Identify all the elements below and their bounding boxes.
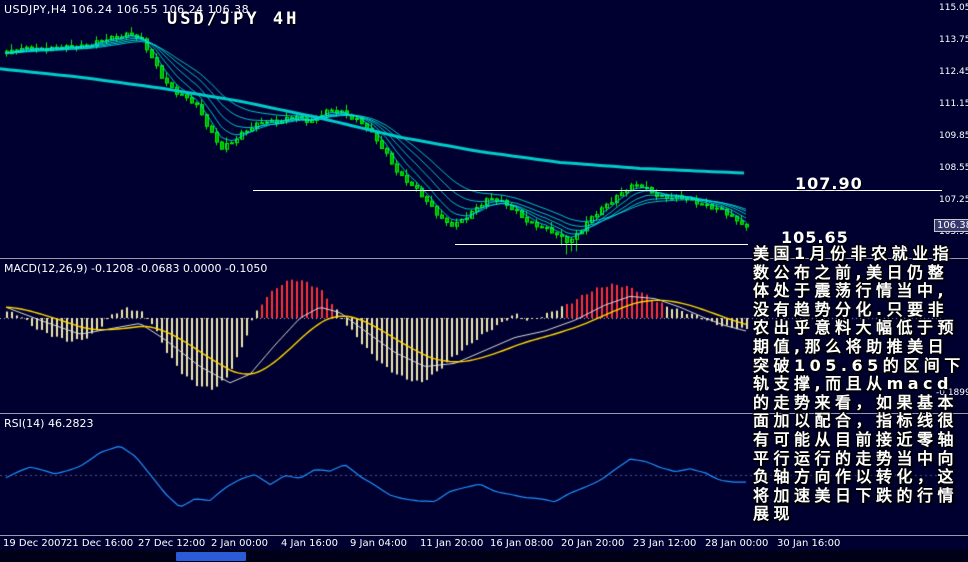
support-line[interactable] xyxy=(455,244,748,245)
time-axis[interactable]: 19 Dec 2007 21 Dec 16:00 27 Dec 12:00 2 Jan… xyxy=(0,536,968,549)
rsi-name: RSI(14) xyxy=(4,417,45,430)
time-axis-label: 19 Dec 2007 xyxy=(3,538,67,549)
macd-axis-label: -0.1899 xyxy=(936,388,968,398)
rsi-timeaxis-divider xyxy=(0,535,968,536)
price-axis-label: 113.75 xyxy=(939,35,968,45)
taskbar-item[interactable] xyxy=(176,552,246,561)
ohlc-values: 106.24 106.55 106.24 106.38 xyxy=(71,3,250,16)
macd-rsi-divider xyxy=(0,413,968,414)
time-axis-label: 11 Jan 20:00 xyxy=(420,538,484,549)
time-axis-label: 27 Dec 12:00 xyxy=(138,538,206,549)
price-axis-label: 109.85 xyxy=(939,131,968,141)
analysis-annotation: 美国1月份非农就业指 数公布之前,美日仍整 体处于震荡行情当中, 没有趋势分化.… xyxy=(753,244,965,524)
macd-header: MACD(12,26,9) -0.1208 -0.0683 0.0000 -0.… xyxy=(4,262,267,275)
resistance-line[interactable] xyxy=(253,190,942,191)
rsi-value: 46.2823 xyxy=(47,417,94,430)
time-axis-label: 21 Dec 16:00 xyxy=(66,538,134,549)
price-axis-label: 108.55 xyxy=(939,163,968,173)
time-axis-label: 16 Jan 08:00 xyxy=(490,538,554,549)
price-chart-canvas[interactable] xyxy=(0,0,968,258)
time-axis-label: 28 Jan 00:00 xyxy=(705,538,769,549)
taskbar xyxy=(0,550,968,562)
time-axis-label: 9 Jan 04:00 xyxy=(350,538,407,549)
time-axis-label: 30 Jan 16:00 xyxy=(777,538,841,549)
rsi-header: RSI(14) 46.2823 xyxy=(4,417,93,430)
price-axis-label: 115.05 xyxy=(939,3,968,13)
current-price-tag: 106.38 xyxy=(934,219,968,232)
ohlc-readout: USDJPY,H4 106.24 106.55 106.24 106.38 xyxy=(4,3,249,16)
resistance-label: 107.90 xyxy=(795,174,863,193)
price-axis-label: 111.15 xyxy=(939,99,968,109)
time-axis-label: 2 Jan 00:00 xyxy=(211,538,268,549)
rsi-indicator-canvas[interactable] xyxy=(0,414,968,535)
time-axis-label: 20 Jan 20:00 xyxy=(561,538,625,549)
price-axis-label: 112.45 xyxy=(939,67,968,77)
price-axis-label: 107.25 xyxy=(939,195,968,205)
support-label: 105.65 xyxy=(781,228,849,247)
macd-name: MACD(12,26,9) xyxy=(4,262,88,275)
macd-values: -0.1208 -0.0683 0.0000 -0.1050 xyxy=(91,262,268,275)
price-axis-label: 105.95 xyxy=(939,227,968,237)
macd-indicator-canvas[interactable] xyxy=(0,259,968,413)
symbol-period-label: USDJPY,H4 xyxy=(4,3,68,16)
chart-title: USD/JPY 4H xyxy=(167,9,300,29)
time-axis-label: 23 Jan 12:00 xyxy=(633,538,697,549)
price-macd-divider xyxy=(0,258,968,259)
time-axis-label: 4 Jan 16:00 xyxy=(281,538,338,549)
